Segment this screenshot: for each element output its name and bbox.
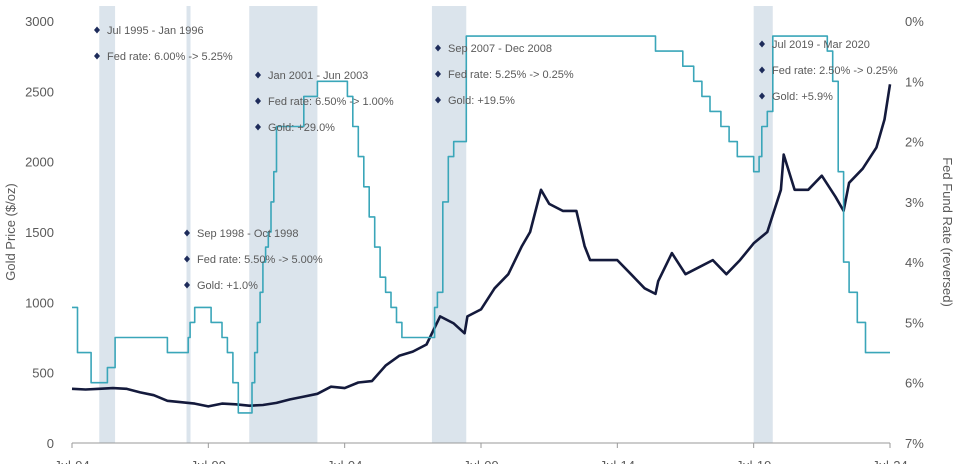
annotation-line: Gold: +5.9% xyxy=(772,91,833,103)
x-tick-label: Jul-99 xyxy=(191,458,226,464)
annotation-line: Jul 2019 - Mar 2020 xyxy=(772,39,870,51)
x-tick-label: Jul-14 xyxy=(600,458,635,464)
x-tick-label: Jul-04 xyxy=(327,458,362,464)
annotation-1: Jul 1995 - Jan 1996 Fed rate: 6.00% -> 5.… xyxy=(94,25,233,63)
y-axis-left-title: Gold Price ($/oz) xyxy=(3,183,18,281)
annotations: Jul 1995 - Jan 1996 Fed rate: 6.00% -> 5.… xyxy=(94,25,898,292)
annotation-3: Jan 2001 - Jun 2003 Fed rate: 6.50% -> 1.… xyxy=(255,70,394,134)
y-right-tick-label: 3% xyxy=(905,195,924,210)
annotation-2: Sep 1998 - Oct 1998 Fed rate: 5.50% -> 5.… xyxy=(184,228,323,292)
y-left-tick-label: 500 xyxy=(32,366,54,381)
fed-rate-line xyxy=(72,35,890,414)
annotation-line: Fed rate: 2.50% -> 0.25% xyxy=(772,65,898,77)
y-right-tick-label: 4% xyxy=(905,255,924,270)
y-right-tick-label: 0% xyxy=(905,14,924,29)
y-right-tick-label: 7% xyxy=(905,436,924,451)
y-left-tick-label: 3000 xyxy=(25,14,54,29)
annotation-line: Fed rate: 6.00% -> 5.25% xyxy=(107,51,233,63)
y-left-tick-label: 2500 xyxy=(25,84,54,99)
annotation-line: Fed rate: 5.25% -> 0.25% xyxy=(448,69,574,81)
shaded-periods xyxy=(99,6,773,443)
y-left-tick-label: 1000 xyxy=(25,295,54,310)
annotation-5: Jul 2019 - Mar 2020 Fed rate: 2.50% -> 0.… xyxy=(759,39,898,103)
annotation-line: Fed rate: 6.50% -> 1.00% xyxy=(268,96,394,108)
bullet-icon xyxy=(759,66,765,74)
bullet-icon xyxy=(759,92,765,100)
y-axis-right-title: Fed Fund Rate (reversed) xyxy=(940,157,955,307)
bullet-icon xyxy=(255,71,261,79)
annotation-line: Gold: +1.0% xyxy=(197,280,258,292)
y-right-tick-label: 6% xyxy=(905,376,924,391)
bullet-icon xyxy=(435,44,441,52)
annotation-4: Sep 2007 - Dec 2008 Fed rate: 5.25% -> 0.… xyxy=(435,43,574,107)
bullet-icon xyxy=(184,255,190,263)
x-tick-label: Jul-09 xyxy=(463,458,498,464)
shaded-period-3 xyxy=(249,6,318,443)
annotation-line: Gold: +29.0% xyxy=(268,122,335,134)
shaded-period-1 xyxy=(99,6,116,443)
y-left-tick-label: 2000 xyxy=(25,155,54,170)
y-right-tick-label: 1% xyxy=(905,74,924,89)
bullet-icon xyxy=(759,40,765,48)
y-left-tick-label: 1500 xyxy=(25,225,54,240)
annotation-line: Gold: +19.5% xyxy=(448,95,515,107)
bullet-icon xyxy=(435,70,441,78)
x-tick-label: Jul-19 xyxy=(736,458,771,464)
bullet-icon xyxy=(435,96,441,104)
series-lines xyxy=(71,35,892,414)
y-right-tick-label: 2% xyxy=(905,135,924,150)
bullet-icon xyxy=(184,281,190,289)
bullet-icon xyxy=(94,52,100,60)
bullet-icon xyxy=(255,97,261,105)
x-tick-label: Jul-24 xyxy=(872,458,907,464)
bullet-icon xyxy=(94,26,100,34)
shaded-period-2 xyxy=(186,6,191,443)
shaded-period-4 xyxy=(431,6,467,443)
x-tick-label: Jul-94 xyxy=(54,458,89,464)
annotation-line: Jan 2001 - Jun 2003 xyxy=(268,70,368,82)
bullet-icon xyxy=(184,229,190,237)
annotation-line: Jul 1995 - Jan 1996 xyxy=(107,25,204,37)
annotation-line: Fed rate: 5.50% -> 5.00% xyxy=(197,254,323,266)
y-left-tick-label: 0 xyxy=(47,436,54,451)
axes: 0 500 1000 1500 2000 2500 3000 0% 1% 2% 3% 4% 5% 6% 7%… xyxy=(25,14,924,464)
annotation-line: Sep 1998 - Oct 1998 xyxy=(197,228,299,240)
bullet-icon xyxy=(255,123,261,131)
y-right-tick-label: 5% xyxy=(905,315,924,330)
gold-price-line xyxy=(71,84,892,408)
annotation-line: Sep 2007 - Dec 2008 xyxy=(448,43,552,55)
